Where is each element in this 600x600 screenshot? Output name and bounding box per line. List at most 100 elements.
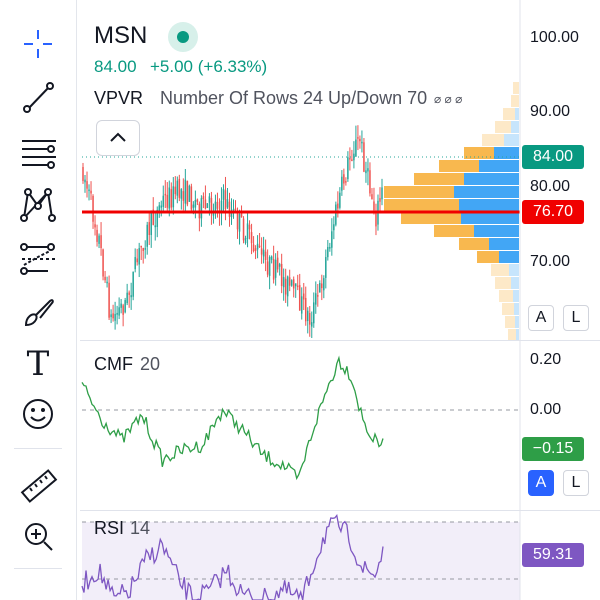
zoom-in-icon bbox=[25, 523, 53, 551]
vpvr-down-bar bbox=[503, 108, 515, 120]
candle-body bbox=[196, 199, 199, 202]
pattern-icon bbox=[20, 188, 56, 222]
fib-retracement-tool-button[interactable] bbox=[10, 127, 66, 175]
vpvr-name[interactable]: VPVR bbox=[94, 88, 144, 108]
candle-body bbox=[341, 176, 343, 191]
candle-body bbox=[292, 279, 295, 289]
candle-body bbox=[327, 246, 329, 258]
cmf-line bbox=[81, 355, 384, 481]
candle-body bbox=[194, 199, 197, 208]
vpvr-up-bar bbox=[499, 251, 519, 263]
candle-body bbox=[94, 224, 96, 228]
text-tool-button[interactable]: T bbox=[10, 340, 66, 388]
price-change: +5.00 (+6.33%) bbox=[150, 57, 268, 76]
candle-body bbox=[96, 229, 98, 242]
candle-body bbox=[162, 195, 165, 207]
candle-body bbox=[266, 261, 269, 275]
candle-body bbox=[148, 222, 150, 236]
prediction-tool-button[interactable] bbox=[10, 233, 66, 281]
pattern-tool-button[interactable] bbox=[10, 180, 66, 228]
emoji-tool-button[interactable] bbox=[10, 390, 66, 438]
auto-scale-button[interactable]: A bbox=[528, 305, 554, 331]
vpvr-up-bar bbox=[511, 277, 519, 289]
candle-body bbox=[238, 214, 241, 232]
text-tool-icon: T bbox=[26, 344, 50, 384]
candle-body bbox=[258, 245, 261, 248]
trend-line-tool-button[interactable] bbox=[10, 73, 66, 121]
candle-body bbox=[280, 263, 283, 287]
candle-body bbox=[122, 305, 124, 315]
vpvr-down-bar bbox=[384, 199, 459, 211]
candle-body bbox=[124, 300, 126, 313]
candle-body bbox=[242, 218, 245, 241]
candle-body bbox=[361, 141, 363, 144]
ruler-tool-button[interactable] bbox=[10, 462, 66, 510]
candle-body bbox=[172, 186, 175, 208]
candle-body bbox=[156, 209, 159, 227]
toolbar-divider bbox=[14, 448, 62, 449]
cmf-log-scale-button[interactable]: L bbox=[563, 470, 589, 496]
candle-body bbox=[226, 199, 229, 208]
prediction-icon bbox=[20, 243, 56, 275]
candle-body bbox=[357, 137, 359, 139]
pane-separator[interactable] bbox=[80, 340, 600, 341]
cmf-auto-scale-button[interactable]: A bbox=[528, 470, 554, 496]
zoom-in-tool-button[interactable] bbox=[10, 512, 66, 560]
price-axis-tick: 70.00 bbox=[530, 253, 571, 270]
log-scale-button[interactable]: L bbox=[563, 305, 589, 331]
rsi-param: 14 bbox=[130, 518, 151, 538]
candle-body bbox=[270, 256, 273, 260]
brush-icon bbox=[24, 299, 54, 327]
vpvr-down-bar bbox=[482, 134, 504, 146]
candle-body bbox=[86, 181, 88, 189]
candle-body bbox=[220, 200, 223, 212]
brush-tool-button[interactable] bbox=[10, 287, 66, 335]
vpvr-down-bar bbox=[414, 173, 464, 185]
candle-body bbox=[106, 281, 108, 284]
candle-body bbox=[236, 212, 239, 230]
toolbar-divider bbox=[14, 568, 62, 569]
candle-body bbox=[373, 201, 375, 211]
candle-body bbox=[164, 193, 167, 196]
vpvr-down-bar bbox=[513, 82, 519, 94]
candle-body bbox=[264, 251, 267, 261]
candle-body bbox=[369, 170, 371, 194]
candle-body bbox=[114, 313, 116, 321]
crosshair-tool-button[interactable] bbox=[10, 20, 66, 68]
candle-body bbox=[286, 276, 289, 297]
candle-body bbox=[248, 224, 251, 230]
candle-body bbox=[313, 302, 315, 324]
price-axis-tick: 80.00 bbox=[530, 178, 571, 195]
candle-body bbox=[349, 157, 351, 160]
candle-body bbox=[288, 277, 291, 286]
candle-body bbox=[335, 204, 337, 225]
vpvr-up-bar bbox=[464, 173, 519, 185]
candle-body bbox=[343, 174, 345, 184]
symbol-ticker[interactable]: MSN bbox=[94, 22, 148, 49]
market-status-indicator[interactable] bbox=[168, 22, 198, 52]
candle-body bbox=[272, 259, 275, 280]
candle-body bbox=[274, 259, 277, 278]
rsi-name[interactable]: RSI bbox=[94, 518, 125, 538]
candle-body bbox=[315, 293, 317, 305]
vpvr-up-bar bbox=[513, 290, 519, 302]
cmf-name[interactable]: CMF bbox=[94, 354, 133, 374]
candle-body bbox=[200, 198, 203, 219]
candle-body bbox=[136, 258, 138, 263]
candle-body bbox=[282, 277, 285, 288]
candle-body bbox=[182, 191, 185, 201]
candle-body bbox=[323, 278, 325, 291]
vpvr-up-bar bbox=[489, 238, 519, 250]
candle-body bbox=[132, 271, 134, 297]
candle-body bbox=[302, 293, 305, 300]
vpvr-up-bar bbox=[479, 160, 519, 172]
candle-body bbox=[298, 285, 301, 311]
cmf-axis-tick: 0.20 bbox=[530, 351, 562, 368]
candle-body bbox=[294, 283, 297, 287]
drawing-toolbar: T bbox=[0, 0, 77, 600]
candle-body bbox=[128, 292, 130, 295]
pane-separator[interactable] bbox=[80, 510, 600, 511]
candle-body bbox=[262, 249, 265, 257]
collapse-legend-button[interactable] bbox=[96, 120, 140, 156]
